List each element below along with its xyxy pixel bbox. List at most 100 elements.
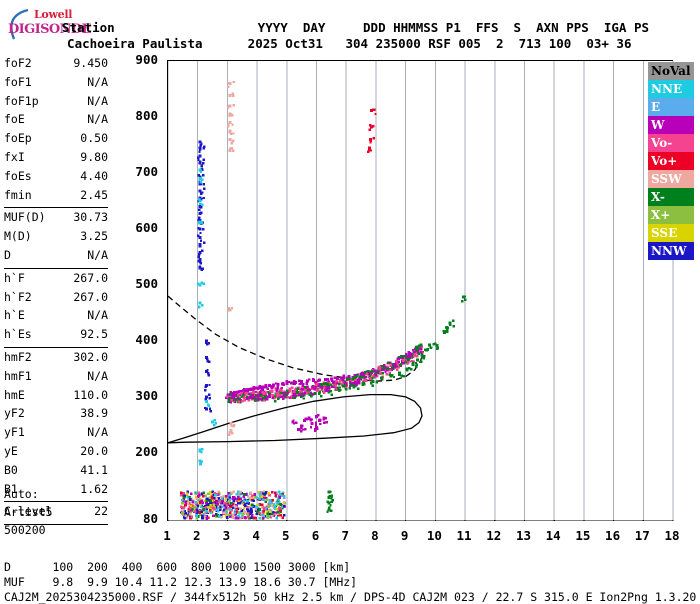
footer-source-row: CAJ2M_2025304235000.RSF / 344fx512h 50 k… <box>4 590 697 604</box>
polarization-legend: NoVal NNE E W Vo- Vo+ SSW X- X+ SSE NNW <box>648 62 694 260</box>
footer-muf-row: MUF 9.8 9.9 10.4 11.2 12.3 13.9 18.6 30.… <box>4 575 358 589</box>
param-key: M(D) <box>4 229 32 244</box>
param-key: D <box>4 247 11 262</box>
param-row: hmF1 N/A <box>2 369 110 388</box>
y-tick-label: 200 <box>135 443 158 459</box>
param-key: yE <box>4 443 18 458</box>
param-key: h`Es <box>4 327 32 342</box>
x-tick-label: 10 <box>426 528 442 543</box>
param-value: N/A <box>87 247 108 262</box>
param-key: h`F2 <box>4 289 32 304</box>
digisonde-logo: Lowell DIGISONDE <box>6 6 102 46</box>
logo-digisonde-text: DIGISONDE <box>8 22 92 37</box>
param-value: 0.50 <box>80 131 108 146</box>
param-row: B1 1.62 <box>2 482 110 501</box>
param-value: N/A <box>87 368 108 383</box>
param-key: yF1 <box>4 425 25 440</box>
param-key: foF1p <box>4 93 39 108</box>
legend-item-vo-[interactable]: Vo+ <box>648 152 694 170</box>
footer-distance-row: D 100 200 400 600 800 1000 1500 3000 [km… <box>4 560 351 574</box>
param-value: 30.73 <box>73 210 108 225</box>
y-tick-label: 900 <box>135 52 158 67</box>
param-group-virtual-heights: h`F 267.0 h`F2 267.0 h`E N/A h`Es 92.5 <box>2 271 110 346</box>
logo-arc-icon <box>10 8 29 40</box>
param-row: D N/A <box>2 248 110 267</box>
param-value: 22 <box>94 504 108 519</box>
auto-scaler-code: 500200 <box>4 523 46 537</box>
param-row: C-level 22 <box>2 504 110 523</box>
legend-item-x-[interactable]: X+ <box>648 206 694 224</box>
series-ssw-pink-scatter-column-3-1-mhz- <box>226 80 236 437</box>
param-group-profile: hmF2 302.0 hmF1 N/A hmE 110.0 yF2 38.9 yF1 N/A yE 2… <box>2 350 110 500</box>
divider <box>4 524 108 526</box>
param-row: hmF2 302.0 <box>2 350 110 369</box>
y-tick-label: 800 <box>135 107 158 123</box>
legend-item-sse[interactable]: SSE <box>648 224 694 242</box>
param-key: hmF2 <box>4 349 32 364</box>
param-key: MUF(D) <box>4 210 46 225</box>
series-isolated-green-es-at-6-4-mhz <box>326 490 335 513</box>
param-row: foEs 4.40 <box>2 169 110 188</box>
param-row: h`F 267.0 <box>2 271 110 290</box>
param-value: N/A <box>87 425 108 440</box>
header-values: Cachoeira Paulista 2025 Oct31 304 235000… <box>52 36 632 51</box>
y-tick-label: 80 <box>142 511 158 526</box>
param-value: N/A <box>87 74 108 89</box>
param-key: foEs <box>4 168 32 183</box>
param-row: h`E N/A <box>2 308 110 327</box>
param-value: 110.0 <box>73 387 108 402</box>
param-value: 38.9 <box>80 406 108 421</box>
legend-item-nnw[interactable]: NNW <box>648 242 694 260</box>
series-cyan-nne-scatter-spike <box>197 168 217 466</box>
param-row: MUF(D) 30.73 <box>2 210 110 229</box>
param-row: foE N/A <box>2 112 110 131</box>
legend-item-vo-[interactable]: Vo- <box>648 134 694 152</box>
param-key: foE <box>4 112 25 127</box>
divider <box>4 501 108 503</box>
param-key: h`E <box>4 308 25 323</box>
ionogram-plot[interactable] <box>167 60 674 521</box>
param-row: yF2 38.9 <box>2 406 110 425</box>
param-row: yF1 N/A <box>2 425 110 444</box>
y-tick-label: 600 <box>135 219 158 235</box>
param-value: 1.62 <box>80 481 108 496</box>
param-value: 92.5 <box>80 327 108 342</box>
x-tick-label: 4 <box>252 528 260 543</box>
parameter-panel: foF2 9.450 foF1 N/A foF1p N/A foE N/A foEp 0.50 fx… <box>2 56 110 527</box>
legend-item-w[interactable]: W <box>648 116 694 134</box>
x-tick-label: 5 <box>282 528 290 543</box>
x-tick-label: 16 <box>605 528 621 543</box>
param-key: B1 <box>4 481 18 496</box>
param-value: 302.0 <box>73 349 108 364</box>
param-key: C-level <box>4 504 53 519</box>
legend-item-nne[interactable]: NNE <box>648 80 694 98</box>
legend-item-x-[interactable]: X- <box>648 188 694 206</box>
legend-item-noval[interactable]: NoVal <box>648 62 694 80</box>
series-x-trace-upper-branch-green-sporadic- <box>433 295 467 350</box>
auto-label: Auto: <box>4 487 39 501</box>
param-row: foF1 N/A <box>2 75 110 94</box>
series-vo-red-high-points-7-8-mhz- <box>366 108 377 153</box>
legend-item-e[interactable]: E <box>648 98 694 116</box>
legend-item-ssw[interactable]: SSW <box>648 170 694 188</box>
x-tick-label: 18 <box>664 528 680 543</box>
divider <box>4 267 108 269</box>
param-row: foF2 9.450 <box>2 56 110 75</box>
param-value: 20.0 <box>80 443 108 458</box>
param-row: B0 41.1 <box>2 463 110 482</box>
param-value: 4.40 <box>80 168 108 183</box>
x-tick-label: 13 <box>515 528 531 543</box>
header-column-titles: Station YYYY DAY DDD HHMMSS P1 FFS S AXN… <box>62 20 649 35</box>
param-key: yF2 <box>4 406 25 421</box>
curve-true-height-profile-solid-curve <box>168 393 423 444</box>
param-value: 2.45 <box>80 187 108 202</box>
x-tick-label: 6 <box>311 528 320 543</box>
param-key: hmF1 <box>4 368 32 383</box>
param-row: foF1p N/A <box>2 94 110 113</box>
x-tick-label: 17 <box>634 528 650 543</box>
param-value: N/A <box>87 308 108 323</box>
param-key: fmin <box>4 187 32 202</box>
param-key: B0 <box>4 462 18 477</box>
series-vertical-spread-f-spike-nnw-blue-2-1-mhz <box>197 140 212 413</box>
x-tick-label: 1 <box>163 528 171 543</box>
